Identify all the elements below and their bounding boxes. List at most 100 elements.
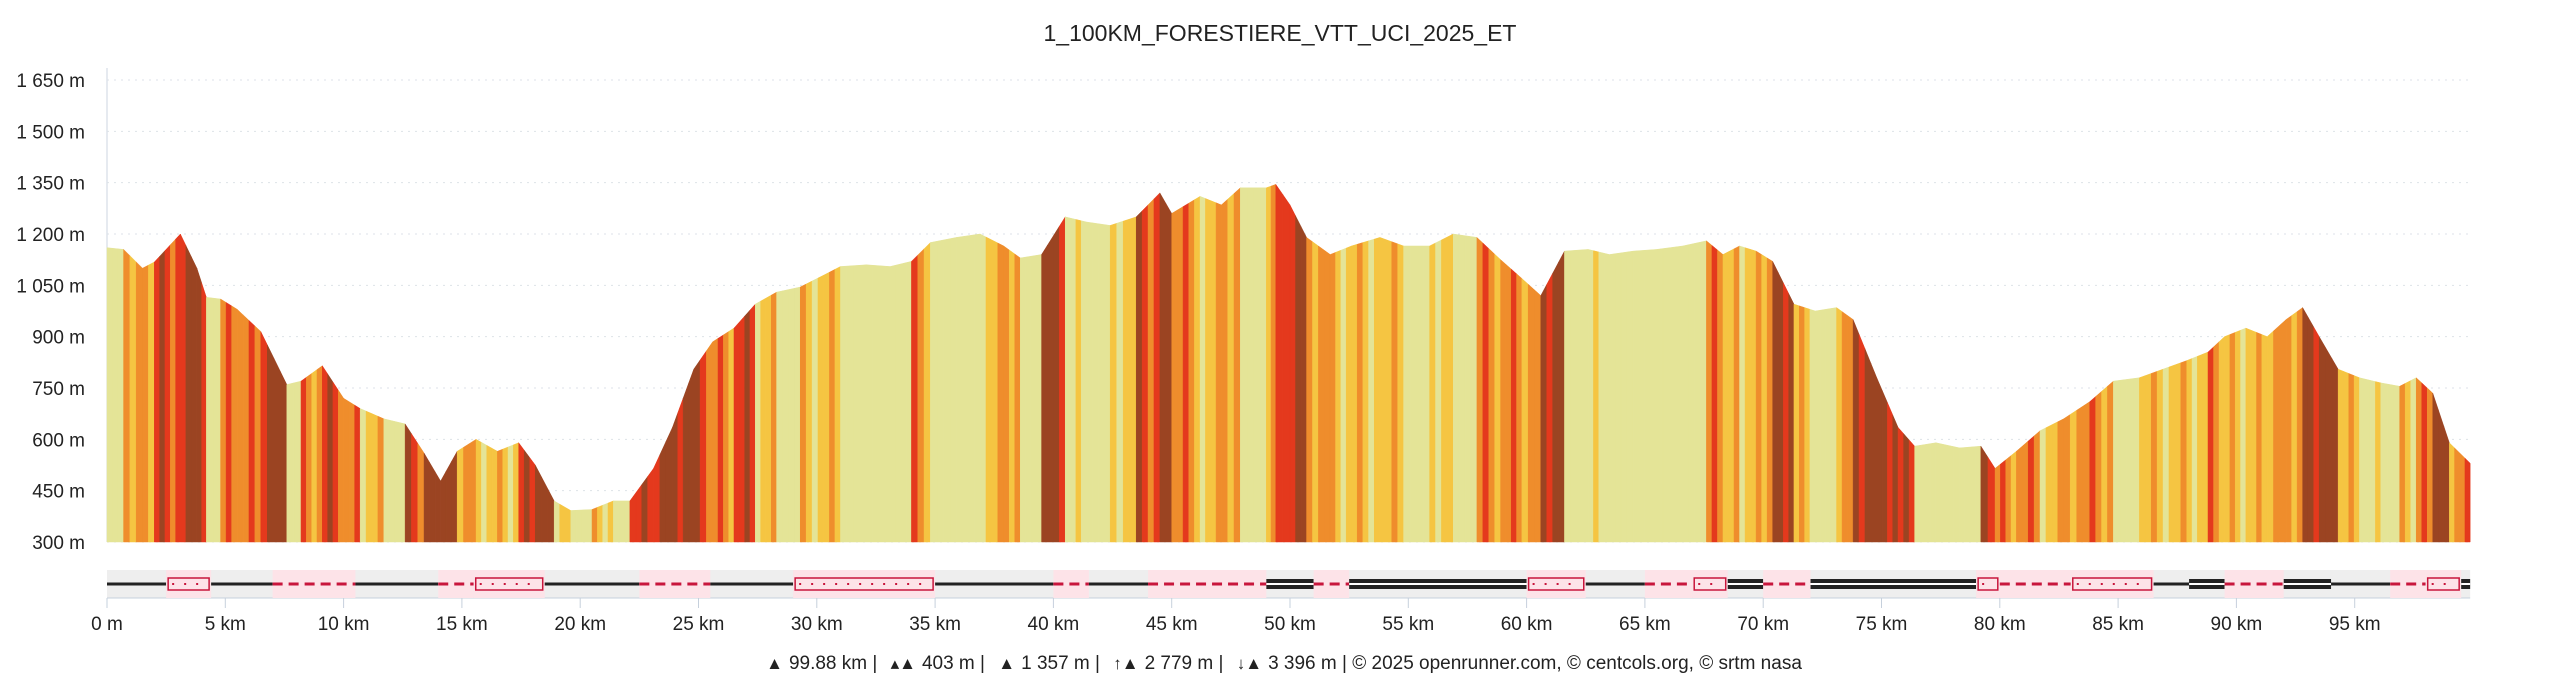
elevation-segment: [2156, 368, 2164, 543]
elevation-segment: [817, 274, 825, 543]
elevation-segment: [564, 506, 571, 543]
elevation-segment: [1003, 245, 1010, 543]
elevation-segment: [2180, 360, 2187, 543]
elevation-segment: [1458, 234, 1466, 543]
elevation-segment: [170, 238, 176, 543]
elevation-segment: [672, 412, 679, 543]
elevation-segment: [2307, 316, 2314, 543]
elevation-segment: [273, 357, 281, 543]
elevation-segment: [343, 397, 350, 543]
elevation-segment: [647, 467, 654, 543]
elevation-segment: [129, 255, 137, 543]
elevation-segment: [306, 372, 312, 543]
elevation-segment: [1318, 245, 1325, 543]
elevation-segment: [2250, 329, 2257, 543]
elevation-segment: [1521, 277, 1529, 543]
elevation-segment: [1253, 187, 1261, 543]
elevation-segment: [1373, 237, 1381, 543]
elevation-segment: [1930, 442, 1937, 543]
elevation-segment: [2027, 435, 2035, 543]
elevation-segment: [1825, 308, 1832, 543]
elevation-segment: [1345, 245, 1352, 543]
x-tick-label: 70 km: [1737, 614, 1789, 635]
elevation-segment: [123, 248, 131, 543]
elevation-segment: [1275, 183, 1284, 543]
elevation-segment: [1722, 251, 1729, 543]
elevation-segment: [2438, 409, 2445, 543]
elevation-segment: [2076, 405, 2084, 543]
elevation-segment: [1435, 239, 1442, 543]
elevation-segment: [1650, 249, 1657, 543]
elevation-segment: [1558, 250, 1565, 543]
elevation-segment: [2313, 326, 2320, 543]
elevation-segment: [581, 509, 587, 543]
elevation-segment: [2386, 383, 2394, 543]
elevation-segment: [1755, 250, 1762, 543]
elevation-segment: [1306, 236, 1313, 543]
elevation-segment: [744, 309, 751, 543]
elevation-segment: [2302, 306, 2309, 543]
elevation-segment: [1020, 256, 1026, 543]
elevation-segment: [1706, 240, 1713, 543]
elevation-segment: [2213, 341, 2220, 543]
elevation-segment: [1793, 303, 1800, 543]
x-tick-label: 55 km: [1382, 614, 1434, 635]
y-tick-label: 1 200 m: [16, 225, 85, 246]
surface-highlight: [2425, 570, 2462, 598]
elevation-segment: [1881, 390, 1888, 543]
elevation-segment: [451, 450, 458, 543]
elevation-segment: [973, 233, 981, 543]
elevation-segment: [1688, 243, 1695, 543]
elevation-segment: [1609, 253, 1616, 543]
elevation-segment: [1210, 200, 1217, 543]
elevation-segment: [733, 321, 740, 543]
elevation-segment: [1356, 242, 1364, 543]
elevation-segment: [2113, 380, 2121, 543]
elevation-segment: [254, 325, 262, 543]
elevation-segment: [2045, 424, 2053, 543]
y-tick-label: 900 m: [32, 328, 85, 349]
elevation-segment: [2063, 414, 2071, 543]
elevation-segment: [2459, 452, 2466, 543]
elevation-segment: [1205, 198, 1211, 543]
elevation-segment: [1534, 289, 1542, 543]
elevation-segment: [949, 237, 957, 543]
elevation-segment: [1409, 245, 1417, 543]
elevation-segment: [175, 233, 181, 543]
elevation-segment: [2343, 370, 2350, 543]
elevation-segment: [456, 446, 464, 543]
elevation-segment: [1488, 247, 1495, 543]
elevation-segment: [1761, 254, 1768, 543]
elevation-segment: [371, 413, 379, 543]
elevation-segment: [1876, 377, 1883, 543]
distance-value: 99.88 km |: [788, 653, 878, 674]
elevation-segment: [1564, 250, 1571, 543]
elevation-segment: [575, 509, 582, 543]
elevation-segment: [2207, 346, 2214, 543]
elevation-segment: [1994, 463, 2001, 543]
elevation-segment: [404, 423, 412, 543]
elevation-segment: [2415, 377, 2422, 543]
elevation-segment: [2168, 364, 2176, 543]
elevation-segment: [1598, 251, 1605, 543]
elevation-segment: [1505, 263, 1512, 543]
elevation-segment: [1494, 253, 1501, 543]
elevation-segment: [377, 415, 385, 543]
elevation-segment: [846, 265, 854, 543]
elevation-segment: [823, 271, 830, 543]
elevation-segment: [1615, 252, 1622, 543]
x-tick-label: 50 km: [1264, 614, 1316, 635]
x-tick-label: 35 km: [909, 614, 961, 635]
elevation-segment: [2132, 377, 2140, 543]
elevation-segment: [1041, 244, 1048, 543]
elevation-segment: [1919, 444, 1926, 543]
elevation-segment: [1908, 439, 1915, 543]
x-tick-label: 60 km: [1501, 614, 1553, 635]
elevation-segment: [2393, 384, 2400, 543]
elevation-segment: [1153, 192, 1161, 543]
elevation-segment: [1620, 251, 1628, 543]
elevation-segment: [231, 305, 238, 543]
elevation-segment: [399, 422, 406, 543]
surface-highlight: [1692, 570, 1728, 598]
elevation-segment: [1852, 319, 1860, 543]
